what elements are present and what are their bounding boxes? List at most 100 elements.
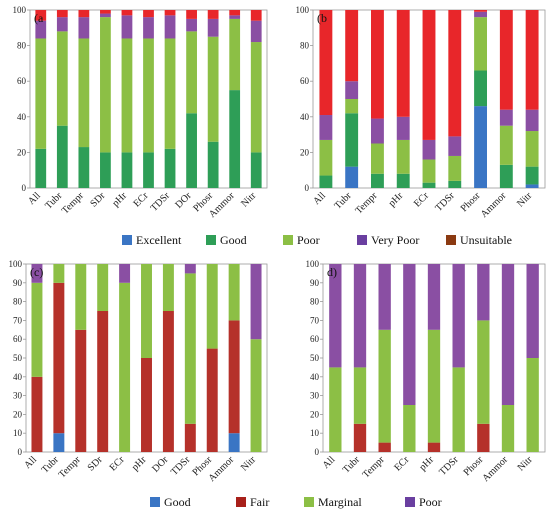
x-tick-label: SDr [86,454,106,474]
y-tick-label: 100 [13,5,27,15]
bar-segment [53,264,65,283]
x-tick-label: All [321,454,338,471]
legend-swatch [283,235,293,245]
x-tick-label: All [311,190,328,207]
bar-segment [526,358,539,452]
bar-segment [78,147,90,188]
bar-segment [184,423,196,452]
y-tick-label: 0 [305,183,310,193]
y-tick-label: 90 [13,278,23,288]
bar-segment [427,264,441,330]
bar-segment [319,10,333,116]
bar-segment [164,10,176,16]
bar-segment [329,367,342,452]
legend-swatch [405,497,415,507]
bar-segment [119,264,131,283]
y-tick-label: 70 [13,315,23,325]
bar-segment [499,10,513,110]
x-tick-label: ECr [108,454,128,474]
bar-segment [501,264,515,405]
y-tick-label: 60 [300,76,310,86]
x-tick-label: pHr [130,454,149,473]
panel-label: (b [317,11,327,25]
y-tick-label: 0 [22,183,27,193]
bar-segment [228,320,240,434]
bar-segment [427,329,441,443]
bar-segment [228,264,240,321]
legend-label: Poor [419,495,442,509]
bar-segment [353,264,367,368]
bar-segment [345,166,359,188]
bar-segment [452,264,465,368]
y-tick-label: 70 [310,315,320,325]
legend-swatch [236,497,246,507]
x-tick-label: TDSr [149,190,173,214]
bar-segment [403,405,416,452]
bar-segment [452,367,465,452]
y-tick-label: 80 [300,41,310,51]
bar-segment [162,264,174,311]
x-tick-label: Ammor [207,190,237,220]
legend-label: Poor [297,233,320,247]
x-tick-label: Ammor [479,190,509,220]
bar-segment [525,184,539,188]
y-tick-label: 60 [310,334,320,344]
legend-swatch [122,235,132,245]
legend-label: Marginal [318,495,362,509]
bar-segment [474,70,487,107]
bar-segment [427,442,441,452]
bar-segment [448,180,462,188]
bar-segment [143,38,154,153]
y-tick-label: 30 [310,391,320,401]
y-tick-label: 20 [17,147,27,157]
legend-label: Good [164,495,191,509]
bar-segment [97,311,109,452]
bar-segment [477,423,490,452]
bar-segment [35,10,47,21]
panel-label: d) [327,265,337,279]
bar-segment [499,164,513,188]
y-tick-label: 10 [310,428,320,438]
panel-label: (a [34,11,44,25]
bar-segment [474,10,487,12]
bar-segment [499,109,513,126]
bar-segment [78,10,90,18]
y-tick-label: 80 [310,297,320,307]
bar-segment [162,311,174,452]
bar-segment [35,38,47,149]
bar-segment [250,264,262,340]
bar-segment [75,264,87,330]
bar-segment [371,143,384,174]
bar-segment [186,18,197,32]
bar-segment [378,329,391,443]
bar-segment [141,264,152,358]
y-tick-label: 10 [13,428,23,438]
bar-segment [422,139,436,160]
bar-segment [250,152,262,188]
x-tick-label: pHr [110,190,129,209]
legend-label: Good [220,233,247,247]
y-tick-label: 100 [306,259,320,269]
bar-segment [143,152,154,188]
bar-segment [499,125,513,165]
bar-segment [396,116,410,140]
x-tick-label: TDSr [437,454,461,478]
y-tick-label: 50 [13,353,23,363]
bar-segment [121,38,133,153]
bar-segment [31,282,43,377]
bar-segment [422,159,436,183]
bar-segment [186,10,197,19]
x-tick-label: ECr [392,454,412,474]
bar-segment [119,282,131,452]
x-tick-label: TDSr [169,454,193,478]
bar-segment [229,10,241,16]
x-tick-label: Ammor [480,454,510,484]
bar-segment [186,113,197,188]
y-tick-label: 50 [310,353,320,363]
bar-segment [371,10,384,119]
x-tick-label: Nitr [516,454,536,474]
legend-label: Very Poor [371,233,419,247]
bar-segment [100,10,111,14]
x-tick-label: Tempr [353,190,380,217]
